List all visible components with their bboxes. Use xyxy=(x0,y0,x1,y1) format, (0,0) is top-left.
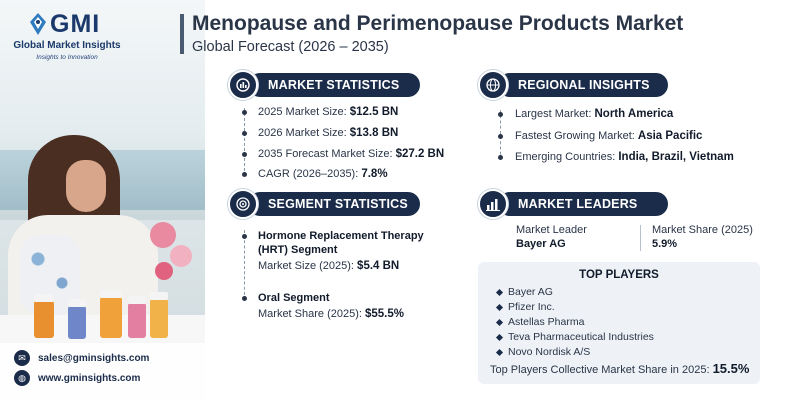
stat-row-2026: 2026 Market Size: $13.8 BN xyxy=(258,127,399,139)
regional-row-emerging: Emerging Countries: India, Brazil, Vietn… xyxy=(515,151,734,163)
top-players-share: Top Players Collective Market Share in 2… xyxy=(490,361,750,376)
regional-insights-heading: REGIONAL INSIGHTS xyxy=(518,78,650,92)
flower xyxy=(155,262,173,280)
market-statistics-header: MARKET STATISTICS xyxy=(248,73,420,97)
stat-bullet xyxy=(242,172,247,177)
stat-bullet xyxy=(242,152,247,157)
page-subtitle: Global Forecast (2026 – 2035) xyxy=(192,39,389,55)
bottle-cap xyxy=(150,292,168,300)
segment-value: $5.4 BN xyxy=(357,260,400,272)
stat-bullet xyxy=(242,131,247,136)
stats-connector-line xyxy=(244,108,245,176)
email-contact[interactable]: ✉ sales@gminsights.com xyxy=(14,350,149,366)
market-share-label: Market Share (2025) xyxy=(652,224,753,236)
stat-bullet xyxy=(242,110,247,115)
regional-value: North America xyxy=(594,108,674,120)
top-player-item: Bayer AG xyxy=(508,286,553,298)
hero-photo xyxy=(0,0,205,400)
segment-connector-line xyxy=(244,230,245,300)
gmi-logo: GMI Global Market Insights Insights to I… xyxy=(12,10,122,72)
market-leader-label: Market Leader xyxy=(516,224,587,236)
top-players-panel xyxy=(478,262,760,384)
gmi-logo-icon xyxy=(30,13,46,35)
top-player-item: Astellas Pharma xyxy=(508,316,585,328)
regional-bullet xyxy=(498,134,503,139)
bar-chart-icon xyxy=(478,189,508,219)
globe-icon: ◍ xyxy=(14,370,30,386)
stat-value: $12.5 BN xyxy=(349,106,399,118)
contact-panel xyxy=(0,343,205,400)
segment-bullet xyxy=(242,296,247,301)
market-statistics-heading: MARKET STATISTICS xyxy=(268,78,400,92)
regional-insights-header: REGIONAL INSIGHTS xyxy=(498,73,668,97)
market-share-value: 5.9% xyxy=(652,238,678,250)
flower xyxy=(150,222,176,248)
globe-chart-icon xyxy=(228,70,258,100)
market-leaders-heading: MARKET LEADERS xyxy=(518,197,638,211)
market-leader-value: Bayer AG xyxy=(516,238,566,250)
stat-value: $27.2 BN xyxy=(395,148,445,160)
pill-bottle xyxy=(34,300,54,338)
page-title: Menopause and Perimenopause Products Mar… xyxy=(192,12,684,35)
logo-tagline: Insights to Innovation xyxy=(36,54,98,61)
top-player-item: Teva Pharmaceutical Industries xyxy=(508,331,654,343)
bottle-cap xyxy=(68,299,86,307)
segment-hrt-metric: Market Size (2025): $5.4 BN xyxy=(258,260,400,272)
segment-oral-name: Oral Segment xyxy=(258,292,330,304)
stat-value: 7.8% xyxy=(361,168,388,180)
regional-value: India, Brazil, Vietnam xyxy=(618,151,734,163)
segment-statistics-header: SEGMENT STATISTICS xyxy=(248,192,420,216)
segment-hrt-name: Hormone Replacement Therapy xyxy=(258,230,424,242)
bottle-cap xyxy=(100,290,122,298)
top-players-share-value: 15.5% xyxy=(712,361,750,376)
globe-icon xyxy=(478,70,508,100)
regional-value: Asia Pacific xyxy=(637,130,703,142)
website-contact[interactable]: ◍ www.gminsights.com xyxy=(14,370,140,386)
top-players-heading: TOP PLAYERS xyxy=(579,269,659,281)
segment-bullet xyxy=(242,234,247,239)
pill-bottle xyxy=(68,305,86,339)
logo-mark-text: GMI xyxy=(50,10,101,38)
title-accent-bar xyxy=(180,14,184,54)
segment-hrt-name-line2: (HRT) Segment xyxy=(258,244,338,256)
stat-value: $13.8 BN xyxy=(349,127,399,139)
regional-row-fastest: Fastest Growing Market: Asia Pacific xyxy=(515,130,703,142)
regional-row-largest: Largest Market: North America xyxy=(515,108,674,120)
logo-company-name: Global Market Insights xyxy=(13,40,121,51)
stat-row-2035: 2035 Forecast Market Size: $27.2 BN xyxy=(258,148,445,160)
pill-bottle xyxy=(100,296,122,338)
segment-value: $55.5% xyxy=(365,308,405,320)
flower xyxy=(170,245,192,267)
bottle-cap xyxy=(34,294,54,302)
segment-oral-metric: Market Share (2025): $55.5% xyxy=(258,308,405,320)
mail-icon: ✉ xyxy=(14,350,30,366)
bottle-cap xyxy=(128,296,146,304)
regional-bullet xyxy=(498,112,503,117)
pill-bottle xyxy=(128,302,146,338)
leaders-divider xyxy=(640,225,641,251)
website-text[interactable]: www.gminsights.com xyxy=(38,372,141,384)
email-text[interactable]: sales@gminsights.com xyxy=(38,352,150,364)
stat-row-cagr: CAGR (2026–2035): 7.8% xyxy=(258,168,388,180)
pill-bottle xyxy=(150,298,168,338)
stat-row-2025: 2025 Market Size: $12.5 BN xyxy=(258,106,399,118)
top-player-item: Novo Nordisk A/S xyxy=(508,346,591,358)
target-icon xyxy=(228,189,258,219)
woman-face xyxy=(66,160,106,212)
segment-statistics-heading: SEGMENT STATISTICS xyxy=(268,197,408,211)
market-leaders-header: MARKET LEADERS xyxy=(498,192,668,216)
regional-bullet xyxy=(498,155,503,160)
top-player-item: Pfizer Inc. xyxy=(508,301,555,313)
